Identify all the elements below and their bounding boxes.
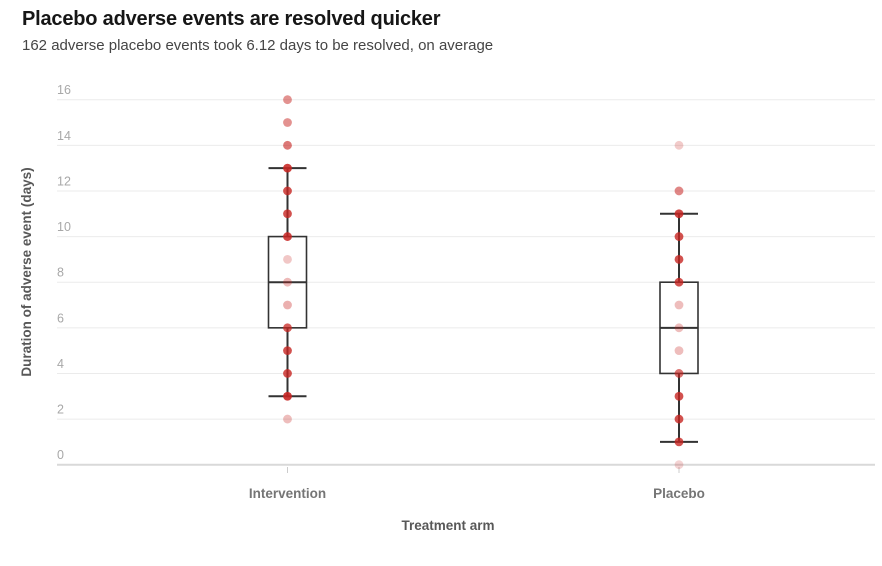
data-point-intervention-10	[283, 232, 292, 241]
data-point-placebo-2	[674, 414, 684, 424]
data-point-placebo-8	[674, 277, 684, 287]
data-point-placebo-11	[674, 209, 684, 219]
data-point-intervention-7	[283, 300, 292, 310]
y-tick-label: 6	[57, 311, 64, 325]
y-tick-label: 10	[57, 220, 71, 234]
plot-layer	[267, 167, 699, 443]
grid-layer: 0 2 4 6 8 10 12 14 16	[57, 83, 875, 473]
x-category-label-placebo: Placebo	[653, 486, 705, 501]
data-point-intervention-3	[283, 391, 292, 401]
y-tick-label: 8	[57, 266, 64, 280]
data-point-intervention-8	[283, 277, 292, 287]
data-point-intervention-6	[283, 323, 292, 333]
y-tick-label: 16	[57, 83, 71, 97]
data-point-placebo-7	[674, 300, 684, 310]
data-point-intervention-2	[283, 414, 292, 424]
data-point-placebo-12	[674, 186, 684, 196]
data-point-placebo-6	[674, 323, 684, 333]
data-point-intervention-15	[283, 118, 292, 127]
y-axis-title: Duration of adverse event (days)	[19, 167, 34, 376]
y-tick-label: 2	[57, 403, 64, 417]
data-point-placebo-14	[674, 140, 684, 150]
data-point-placebo-5	[674, 346, 684, 356]
data-point-placebo-1	[674, 437, 684, 447]
data-point-intervention-14	[283, 140, 292, 150]
data-point-placebo-9	[674, 254, 684, 264]
data-point-intervention-11	[283, 209, 292, 219]
data-point-intervention-16	[283, 95, 292, 105]
y-tick-label: 12	[57, 174, 71, 188]
data-point-placebo-4	[674, 369, 684, 378]
data-point-placebo-3	[674, 391, 684, 401]
x-category-label-intervention: Intervention	[249, 486, 326, 501]
y-tick-label: 0	[57, 448, 64, 462]
x-axis-title: Treatment arm	[401, 518, 494, 533]
data-point-intervention-9	[283, 254, 292, 264]
data-point-intervention-12	[283, 186, 292, 196]
data-point-placebo-0	[674, 460, 684, 470]
data-point-intervention-4	[283, 369, 292, 378]
data-point-intervention-13	[283, 163, 292, 173]
data-point-placebo-10	[674, 232, 684, 241]
y-tick-label: 14	[57, 129, 71, 143]
chart-title: Placebo adverse events are resolved quic…	[22, 8, 441, 30]
data-point-intervention-5	[283, 346, 292, 356]
point-layer	[283, 95, 684, 470]
y-tick-label: 4	[57, 357, 64, 371]
chart-subtitle: 162 adverse placebo events took 6.12 day…	[22, 37, 494, 54]
